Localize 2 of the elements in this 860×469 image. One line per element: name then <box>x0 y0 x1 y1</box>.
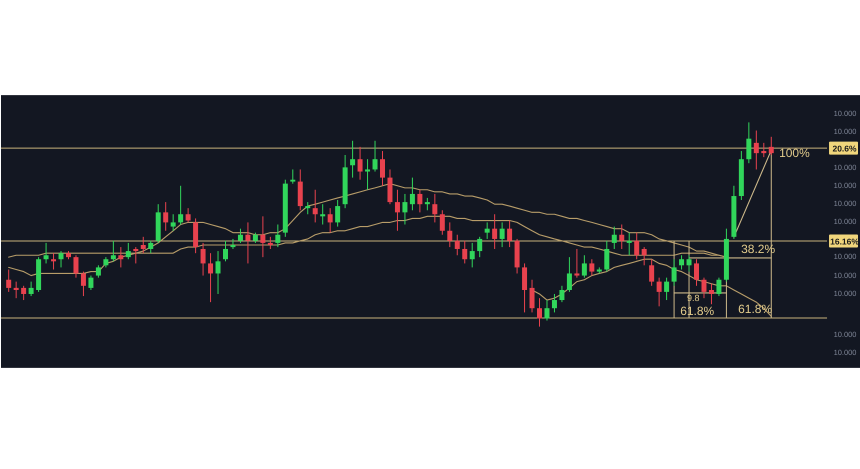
y-tick-label: 20.6% <box>832 144 857 154</box>
annotation: 100% <box>779 146 810 160</box>
